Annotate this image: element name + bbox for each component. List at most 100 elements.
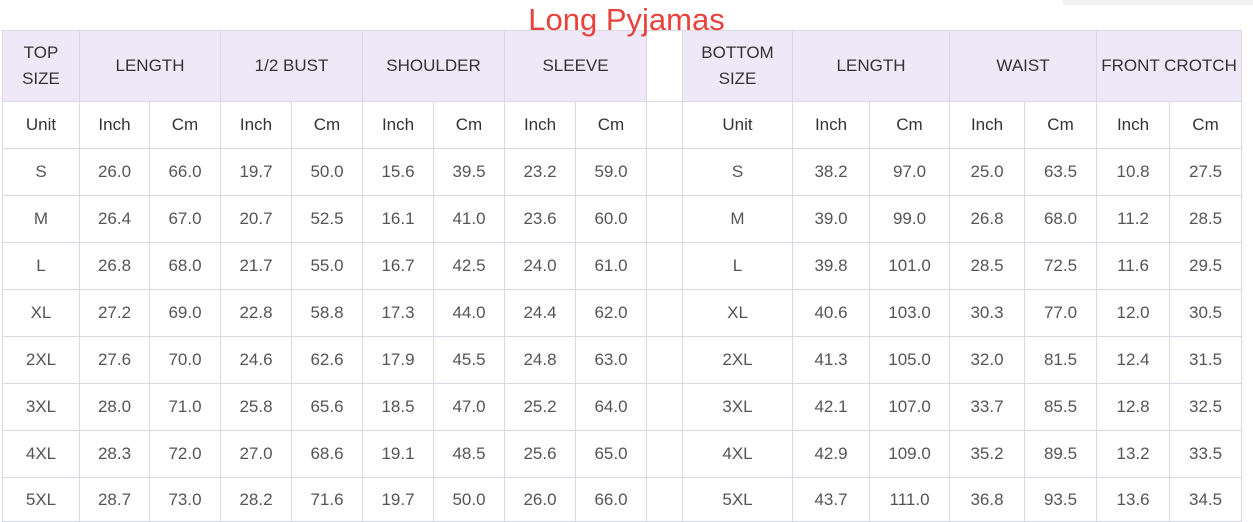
bottom-value-cell: 13.6 bbox=[1096, 477, 1171, 522]
bottom-value-cell: 77.0 bbox=[1024, 289, 1098, 337]
top-value-cell: 19.7 bbox=[362, 477, 435, 522]
header-gap bbox=[646, 30, 684, 102]
top-value-cell: 50.0 bbox=[290, 148, 364, 196]
top-value-cell: 19.7 bbox=[220, 148, 292, 196]
header-sleeve: SLEEVE bbox=[504, 30, 648, 102]
unit-cm: Cm bbox=[433, 101, 506, 149]
top-value-cell: 25.6 bbox=[504, 430, 577, 478]
top-value-cell: 66.0 bbox=[575, 477, 648, 522]
bottom-value-cell: 101.0 bbox=[869, 242, 951, 290]
unit-inch: Inch bbox=[220, 101, 292, 149]
bottom-value-cell: 103.0 bbox=[869, 289, 951, 337]
bottom-value-cell: 11.2 bbox=[1096, 195, 1171, 243]
top-size-cell: M bbox=[2, 195, 80, 243]
bottom-value-cell: 13.2 bbox=[1096, 430, 1171, 478]
bottom-value-cell: 43.7 bbox=[792, 477, 871, 522]
bottom-value-cell: 27.5 bbox=[1169, 148, 1243, 196]
bottom-value-cell: 42.9 bbox=[792, 430, 871, 478]
top-value-cell: 25.2 bbox=[504, 383, 577, 431]
top-value-cell: 65.6 bbox=[290, 383, 364, 431]
header-front-crotch: FRONT CROTCH bbox=[1096, 30, 1243, 102]
top-value-cell: 17.3 bbox=[362, 289, 435, 337]
bottom-size-cell: S bbox=[682, 148, 794, 196]
top-value-cell: 69.0 bbox=[149, 289, 221, 337]
bottom-value-cell: 33.5 bbox=[1169, 430, 1243, 478]
top-value-cell: 21.7 bbox=[220, 242, 292, 290]
top-value-cell: 62.6 bbox=[290, 336, 364, 384]
top-value-cell: 60.0 bbox=[575, 195, 648, 243]
top-value-cell: 22.8 bbox=[220, 289, 292, 337]
table-row: 4XL 28.3 72.0 27.0 68.6 19.1 48.5 25.6 65.0 4XL 42… bbox=[2, 430, 1243, 478]
row-gap bbox=[646, 383, 684, 431]
header-shoulder: SHOULDER bbox=[362, 30, 506, 102]
top-value-cell: 28.0 bbox=[79, 383, 150, 431]
top-value-cell: 71.6 bbox=[290, 477, 364, 522]
unit-cm: Cm bbox=[869, 101, 951, 149]
top-value-cell: 50.0 bbox=[433, 477, 506, 522]
unit-row: Unit Inch Cm Inch Cm Inch Cm Inch Cm Uni… bbox=[2, 101, 1243, 149]
top-value-cell: 20.7 bbox=[220, 195, 292, 243]
top-value-cell: 67.0 bbox=[149, 195, 221, 243]
bottom-value-cell: 68.0 bbox=[1024, 195, 1098, 243]
top-value-cell: 55.0 bbox=[290, 242, 364, 290]
table-row: L 26.8 68.0 21.7 55.0 16.7 42.5 24.0 61.0 L 39.8 10… bbox=[2, 242, 1243, 290]
bottom-value-cell: 89.5 bbox=[1024, 430, 1098, 478]
bottom-value-cell: 12.8 bbox=[1096, 383, 1171, 431]
top-value-cell: 62.0 bbox=[575, 289, 648, 337]
top-value-cell: 52.5 bbox=[290, 195, 364, 243]
table-row: 3XL 28.0 71.0 25.8 65.6 18.5 47.0 25.2 64.0 3XL 42… bbox=[2, 383, 1243, 431]
bottom-value-cell: 35.2 bbox=[949, 430, 1026, 478]
bottom-value-cell: 81.5 bbox=[1024, 336, 1098, 384]
top-value-cell: 41.0 bbox=[433, 195, 506, 243]
unit-cm: Cm bbox=[1024, 101, 1098, 149]
unit-cm: Cm bbox=[1169, 101, 1243, 149]
top-value-cell: 47.0 bbox=[433, 383, 506, 431]
top-value-cell: 73.0 bbox=[149, 477, 221, 522]
bottom-value-cell: 10.8 bbox=[1096, 148, 1171, 196]
bottom-size-cell: M bbox=[682, 195, 794, 243]
top-value-cell: 24.8 bbox=[504, 336, 577, 384]
bottom-value-cell: 109.0 bbox=[869, 430, 951, 478]
top-value-cell: 48.5 bbox=[433, 430, 506, 478]
top-value-cell: 39.5 bbox=[433, 148, 506, 196]
bottom-value-cell: 39.0 bbox=[792, 195, 871, 243]
bottom-value-cell: 32.5 bbox=[1169, 383, 1243, 431]
unit-gap bbox=[646, 101, 684, 149]
unit-inch: Inch bbox=[792, 101, 871, 149]
bottom-value-cell: 30.5 bbox=[1169, 289, 1243, 337]
bottom-value-cell: 42.1 bbox=[792, 383, 871, 431]
bottom-value-cell: 93.5 bbox=[1024, 477, 1098, 522]
top-value-cell: 27.0 bbox=[220, 430, 292, 478]
top-size-cell: 3XL bbox=[2, 383, 80, 431]
bottom-value-cell: 40.6 bbox=[792, 289, 871, 337]
bottom-value-cell: 12.4 bbox=[1096, 336, 1171, 384]
top-value-cell: 26.8 bbox=[79, 242, 150, 290]
bottom-size-cell: L bbox=[682, 242, 794, 290]
bottom-value-cell: 97.0 bbox=[869, 148, 951, 196]
bottom-value-cell: 12.0 bbox=[1096, 289, 1171, 337]
row-gap bbox=[646, 477, 684, 522]
unit-cm: Cm bbox=[575, 101, 648, 149]
bottom-value-cell: 63.5 bbox=[1024, 148, 1098, 196]
table-row: XL 27.2 69.0 22.8 58.8 17.3 44.0 24.4 62.0 XL 40.6… bbox=[2, 289, 1243, 337]
bottom-value-cell: 11.6 bbox=[1096, 242, 1171, 290]
unit-inch: Inch bbox=[362, 101, 435, 149]
bottom-value-cell: 107.0 bbox=[869, 383, 951, 431]
top-value-cell: 68.0 bbox=[149, 242, 221, 290]
bottom-size-cell: 2XL bbox=[682, 336, 794, 384]
top-value-cell: 27.2 bbox=[79, 289, 150, 337]
table-row: 5XL 28.7 73.0 28.2 71.6 19.7 50.0 26.0 66.0 5XL 43… bbox=[2, 477, 1243, 522]
bottom-size-cell: 4XL bbox=[682, 430, 794, 478]
header-top-length: LENGTH bbox=[79, 30, 221, 102]
top-value-cell: 17.9 bbox=[362, 336, 435, 384]
page-title: Long Pyjamas bbox=[528, 2, 725, 37]
row-gap bbox=[646, 430, 684, 478]
row-gap bbox=[646, 195, 684, 243]
top-value-cell: 27.6 bbox=[79, 336, 150, 384]
top-value-cell: 19.1 bbox=[362, 430, 435, 478]
bottom-value-cell: 85.5 bbox=[1024, 383, 1098, 431]
top-value-cell: 71.0 bbox=[149, 383, 221, 431]
header-top-size: TOP SIZE bbox=[2, 30, 80, 102]
top-value-cell: 24.0 bbox=[504, 242, 577, 290]
bottom-value-cell: 38.2 bbox=[792, 148, 871, 196]
